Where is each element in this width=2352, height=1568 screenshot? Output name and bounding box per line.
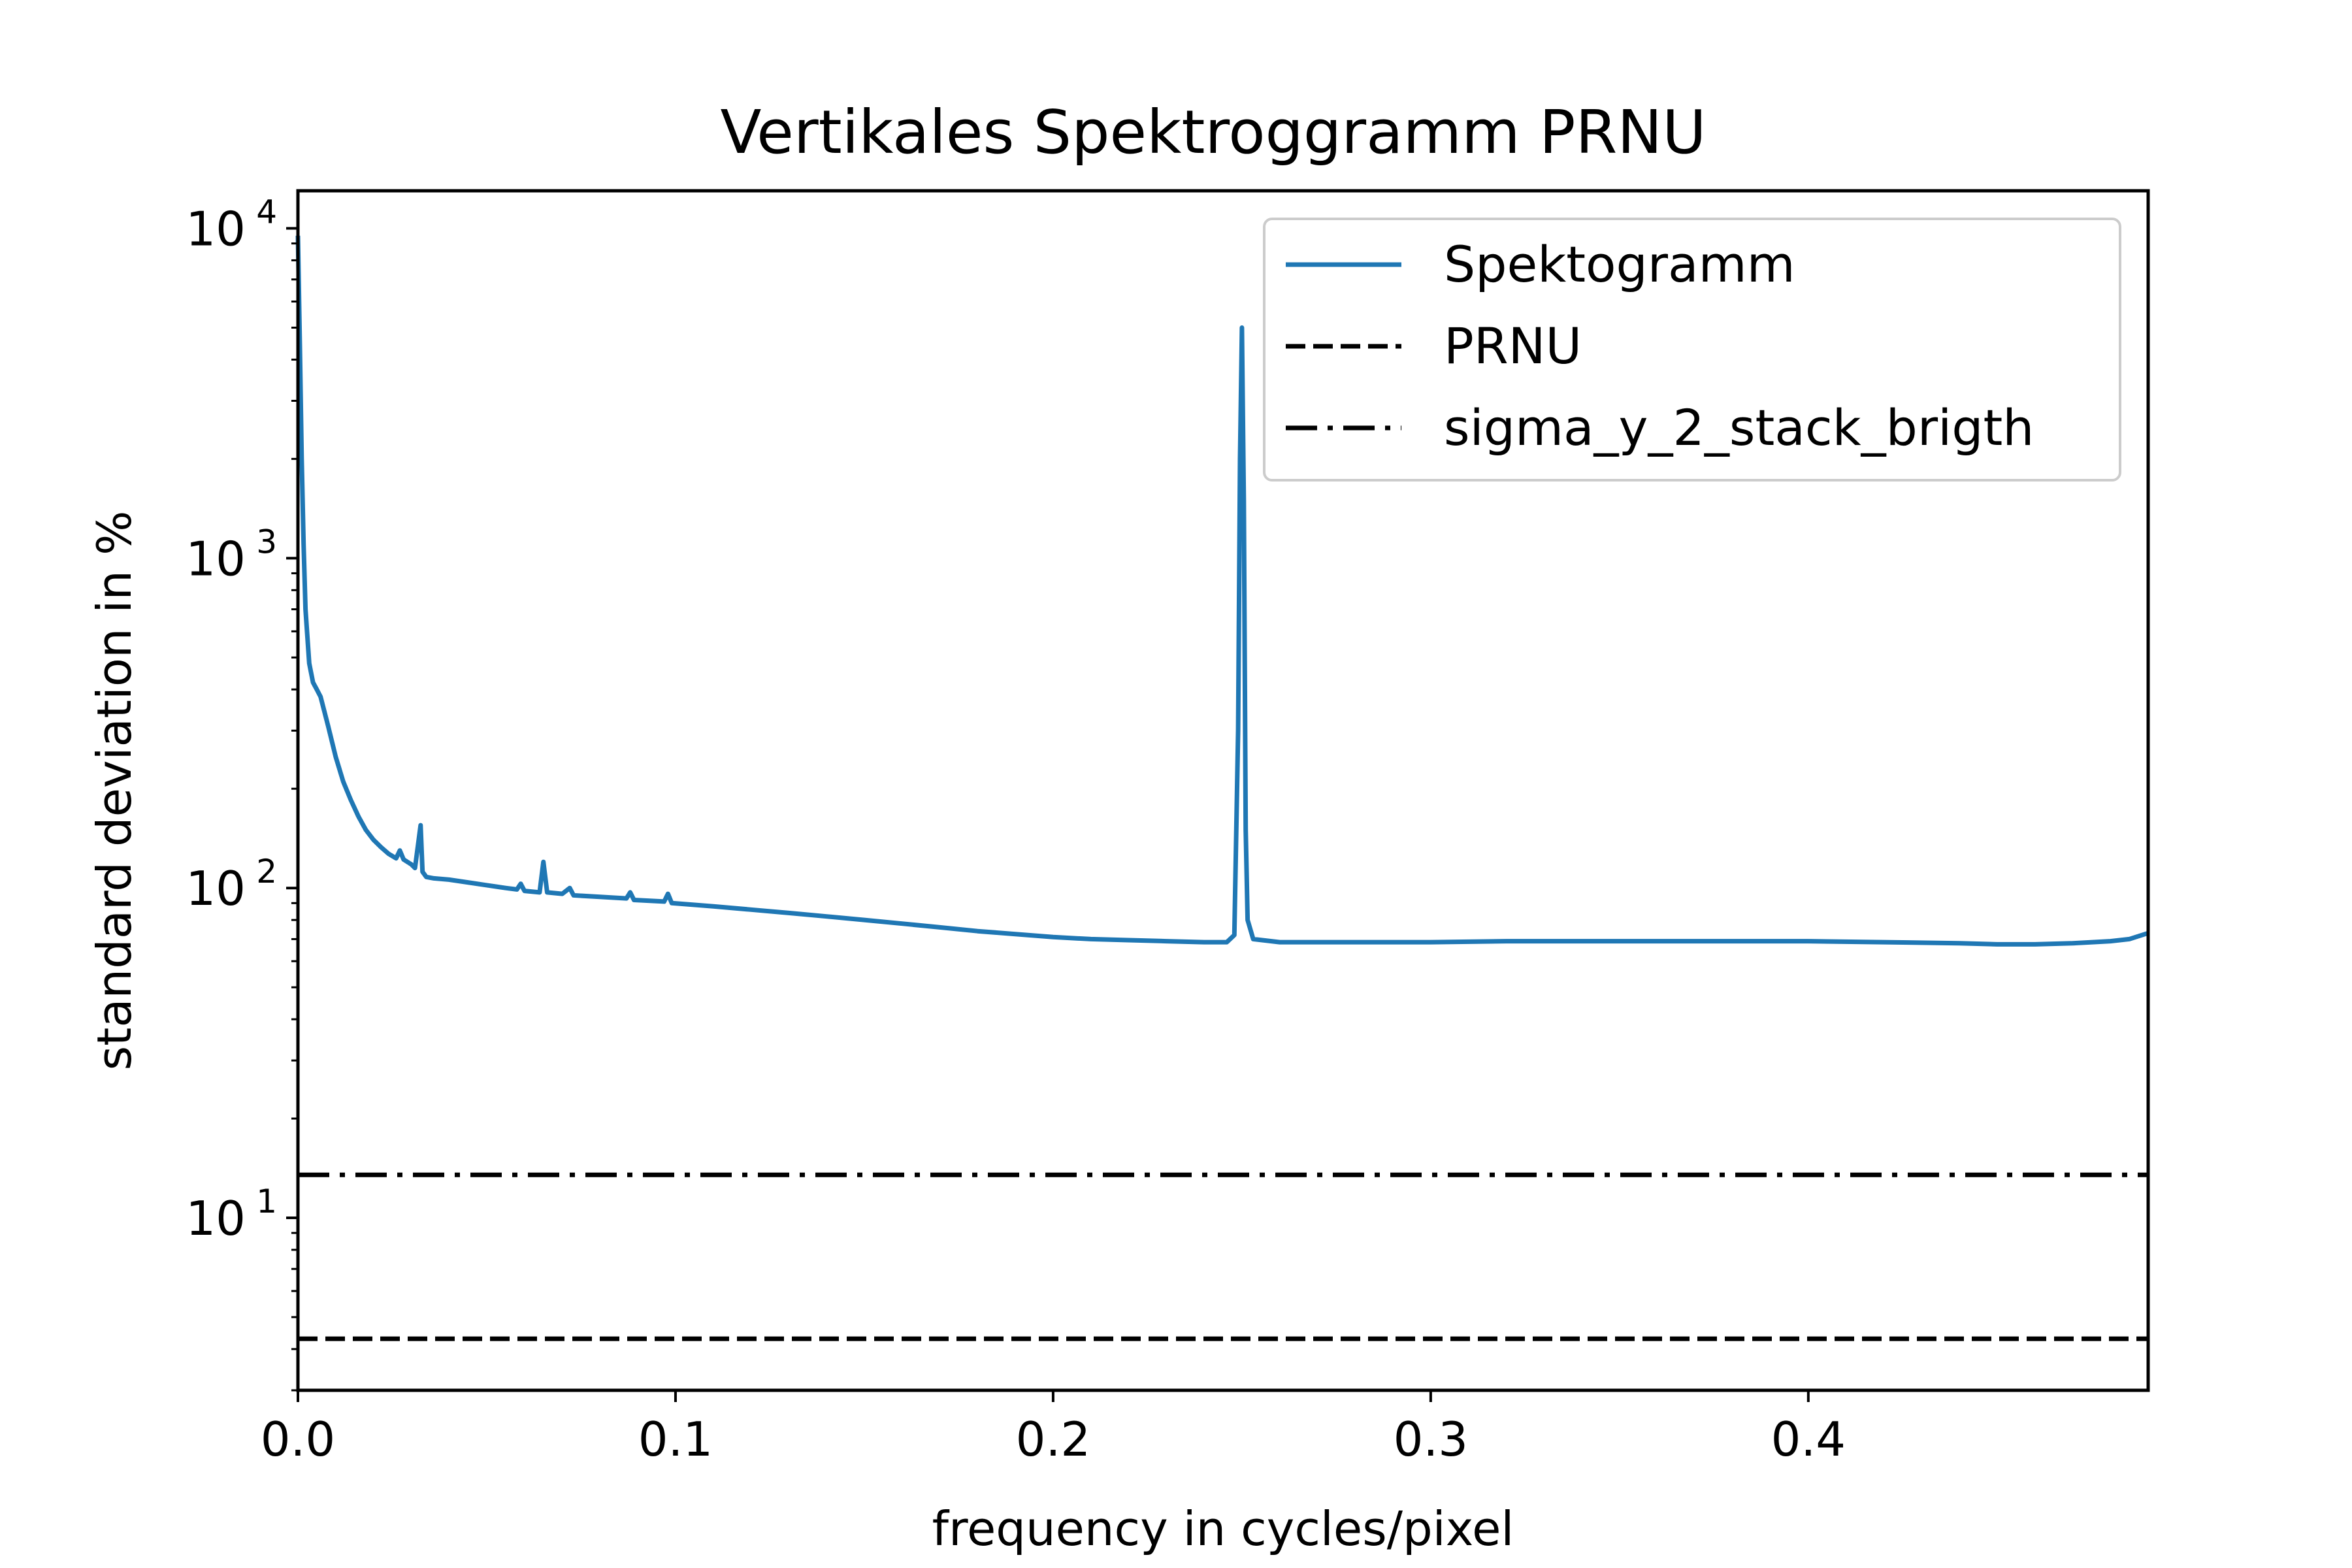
plot-frame bbox=[296, 189, 2150, 1392]
y-tick-label-exp-0: 1 bbox=[256, 1183, 277, 1220]
legend-label-0: Spektogramm bbox=[1444, 235, 1795, 293]
y-tick-label-exp-2: 3 bbox=[256, 523, 277, 561]
y-axis-label: standard deviation in % bbox=[87, 511, 142, 1071]
y-tick-label-2: 10 bbox=[186, 531, 246, 586]
legend: Spektogramm PRNU sigma_y_2_stack_brigth bbox=[1263, 218, 2121, 482]
y-tick-label-exp-1: 2 bbox=[256, 853, 277, 890]
x-tick-label-3: 0.3 bbox=[1394, 1412, 1469, 1467]
series-layer bbox=[295, 235, 2149, 1341]
chart-title: Vertikales Spektroggramm PRNU bbox=[720, 97, 1706, 167]
x-axis: 0.0 0.1 0.2 0.3 0.4 bbox=[261, 1390, 1846, 1467]
legend-box bbox=[1263, 218, 2121, 482]
x-tick-label-2: 0.2 bbox=[1016, 1412, 1091, 1467]
y-tick-label-0: 10 bbox=[186, 1191, 246, 1246]
x-tick-label-4: 0.4 bbox=[1771, 1412, 1846, 1467]
y-tick-label-exp-3: 4 bbox=[256, 193, 277, 231]
x-tick-label-1: 0.1 bbox=[638, 1412, 713, 1467]
x-tick-label-0: 0.0 bbox=[261, 1412, 336, 1467]
y-axis: 10 1 10 2 10 3 10 4 bbox=[186, 193, 298, 1392]
y-tick-label-1: 10 bbox=[186, 861, 246, 916]
legend-label-1: PRNU bbox=[1444, 317, 1582, 375]
series-line-0 bbox=[295, 235, 2149, 947]
x-axis-label: frequency in cycles/pixel bbox=[932, 1501, 1514, 1556]
y-tick-label-3: 10 bbox=[186, 202, 246, 257]
legend-label-2: sigma_y_2_stack_brigth bbox=[1444, 399, 2034, 457]
